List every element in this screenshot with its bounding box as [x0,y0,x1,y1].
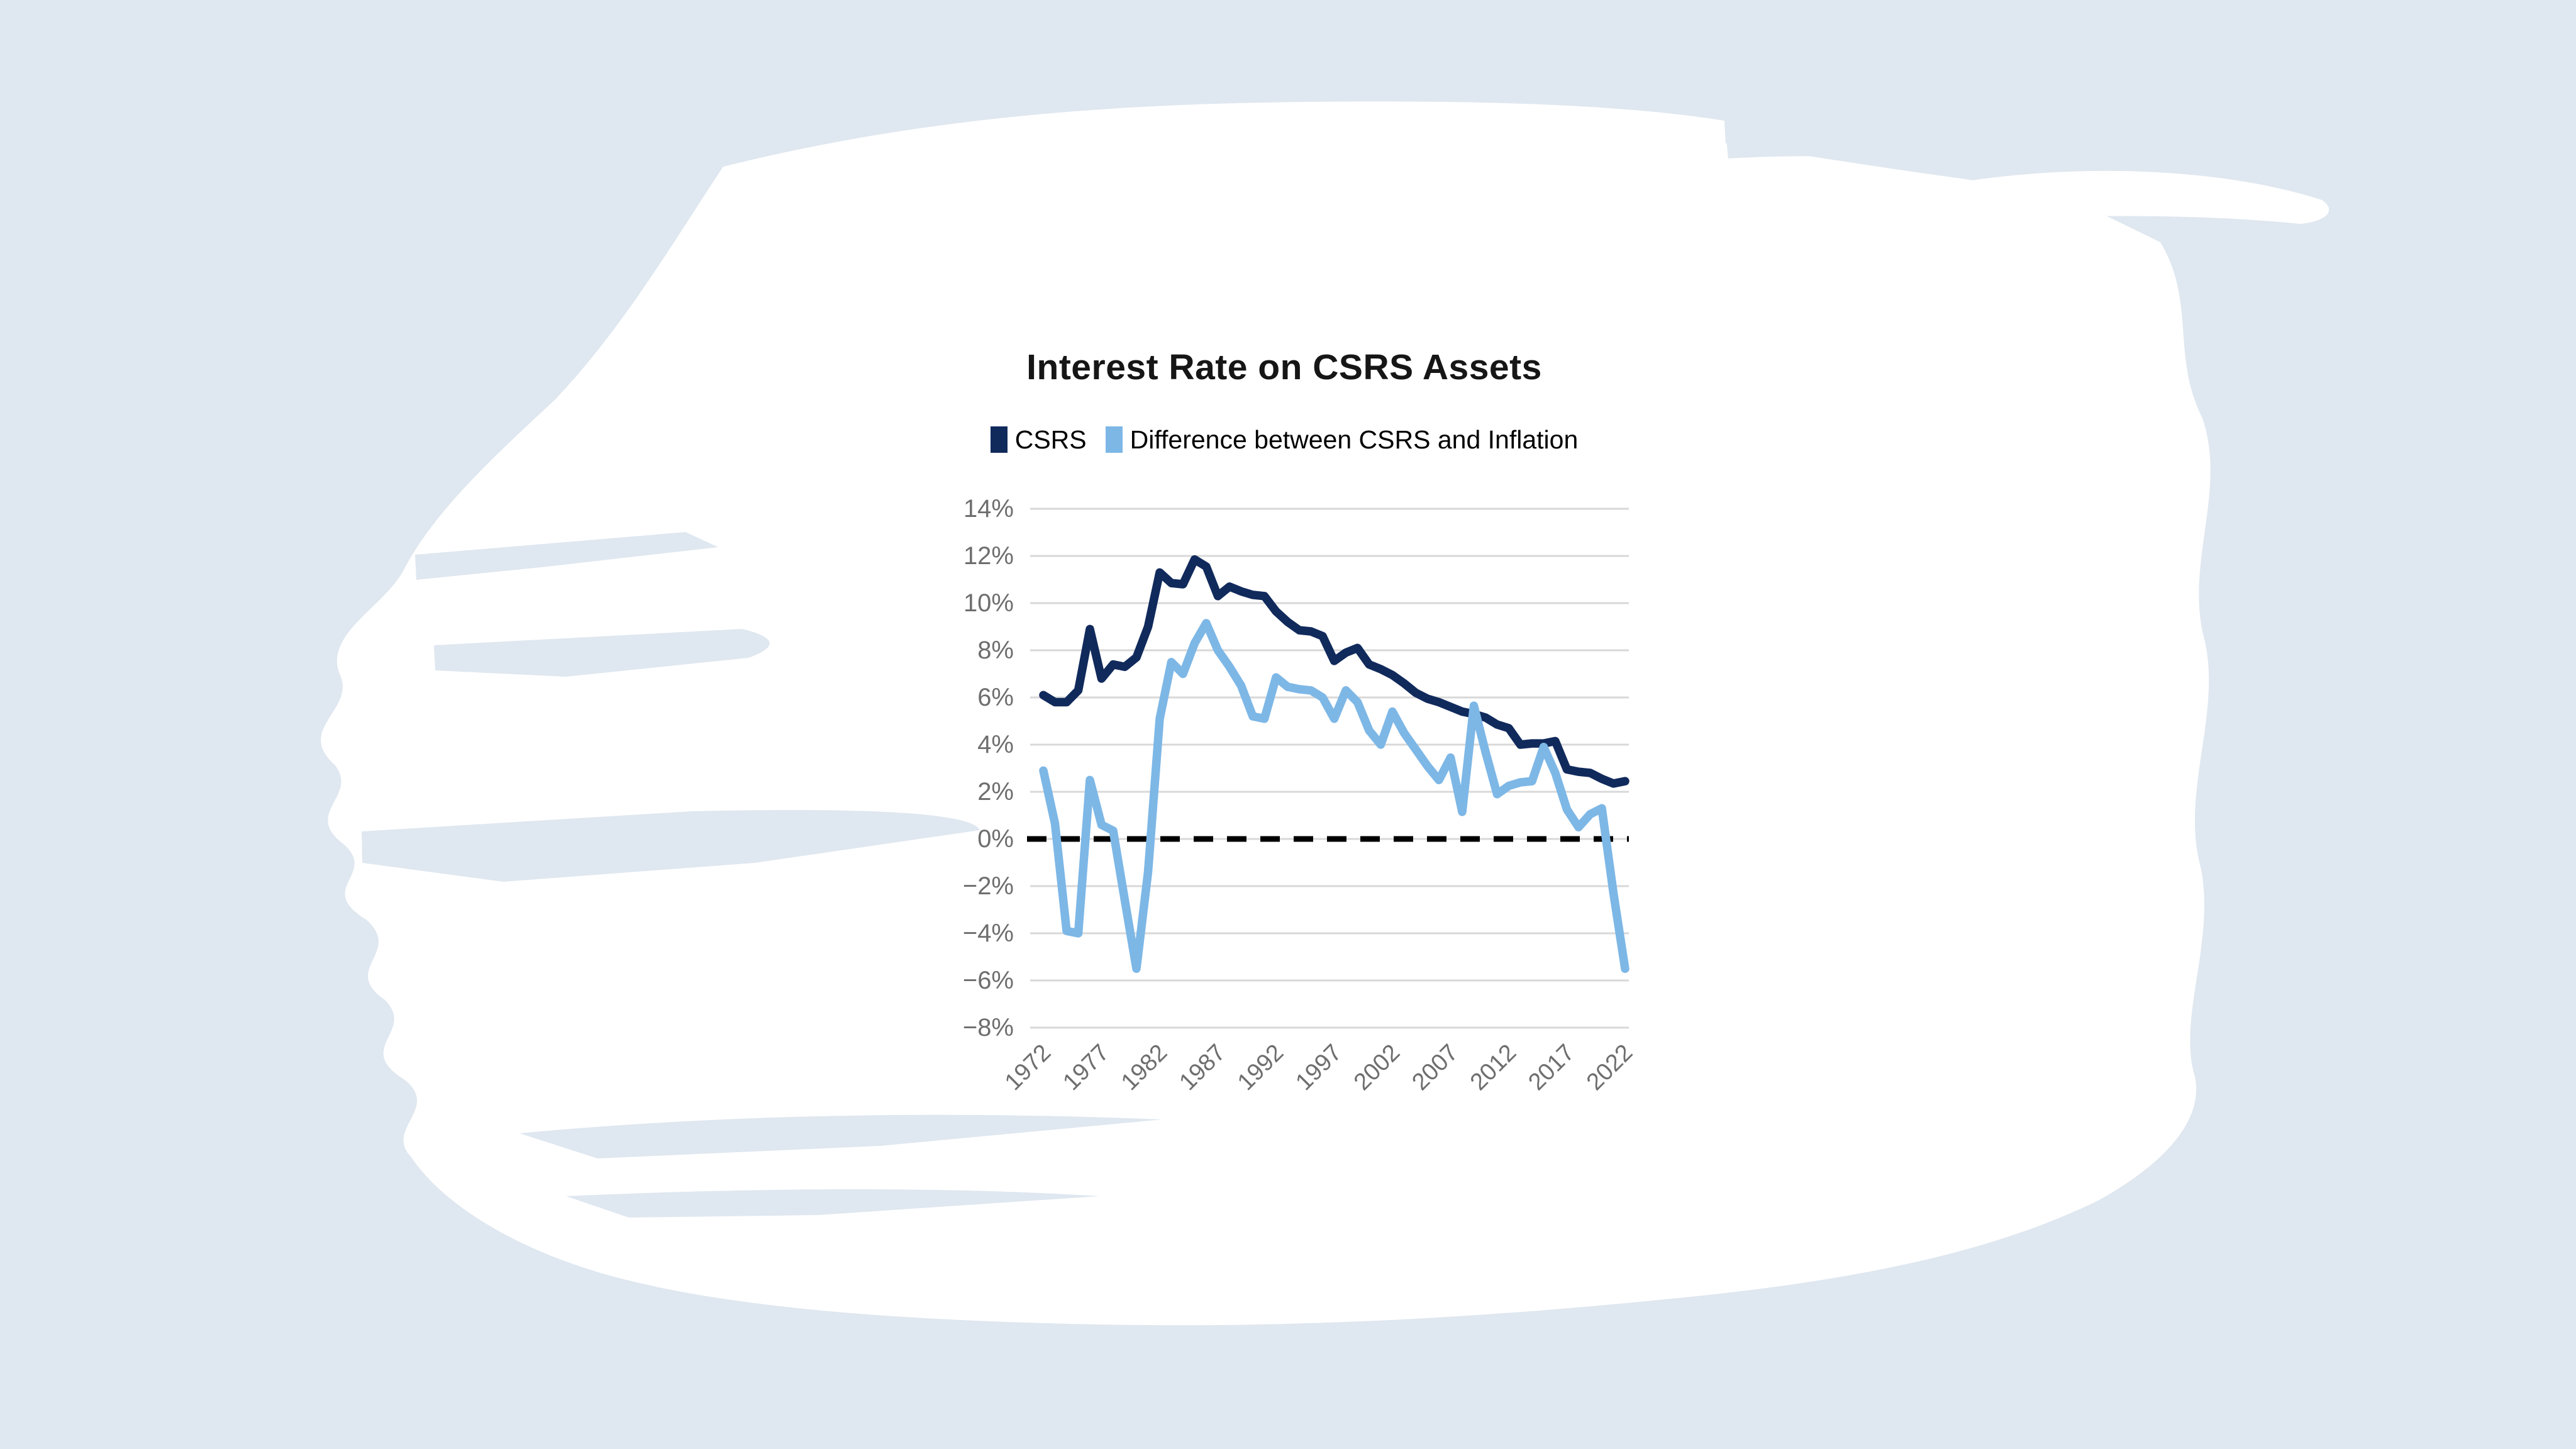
legend-swatch-csrs [990,426,1008,453]
y-tick-label: −6% [963,967,1014,994]
x-tick-label: 1992 [1233,1040,1289,1096]
legend-label-difference: Difference between CSRS and Inflation [1130,425,1579,454]
brush-streak-bottom-2 [566,1189,1099,1218]
y-tick-label: 4% [977,731,1014,758]
legend-label-csrs: CSRS [1014,425,1087,454]
brush-sliver-left-3 [362,810,980,882]
y-tick-label: −4% [963,919,1014,947]
x-tick-label: 1997 [1291,1040,1346,1096]
brush-notch [1724,122,2156,234]
x-tick-label: 1982 [1116,1040,1172,1096]
y-tick-label: 6% [977,684,1014,711]
brush-streak-top-right [1913,170,2329,224]
chart-container: Interest Rate on CSRS Assets CSRS Differ… [919,347,1649,455]
y-tick-label: 14% [963,495,1014,523]
x-tick-label: 2017 [1523,1040,1579,1096]
x-tick-label: 2002 [1349,1040,1405,1096]
x-tick-label: 2007 [1407,1040,1463,1096]
y-tick-label: 12% [963,542,1014,570]
brush-sliver-left-1 [415,532,718,580]
x-tick-label: 1987 [1174,1040,1230,1096]
legend-swatch-difference [1105,426,1123,453]
brush-streak-bottom-1 [519,1114,1162,1158]
x-axis-labels: 1972 1977 1982 1987 1992 1997 2002 2007 2012 2017… [1000,1040,1638,1096]
legend-item-csrs: CSRS [990,425,1087,455]
chart-title: Interest Rate on CSRS Assets [1026,347,1542,387]
x-tick-label: 2012 [1465,1040,1521,1096]
y-axis-labels: 14% 12% 10% 8% 6% 4% 2% 0% −2% −4% −6% −8% [963,495,1014,1041]
difference-line [1039,619,1629,974]
y-tick-label: −2% [963,872,1014,900]
chart-legend: CSRS Difference between CSRS and Inflati… [919,425,1649,455]
csrs-line [1039,555,1629,788]
y-tick-label: 8% [977,636,1014,664]
y-tick-label: −8% [963,1014,1014,1041]
y-tick-label: 10% [963,589,1014,617]
y-tick-label: 2% [977,778,1014,806]
x-tick-label: 1972 [1000,1040,1056,1096]
legend-item-difference: Difference between CSRS and Inflation [1105,425,1579,455]
x-tick-label: 2022 [1582,1040,1638,1096]
gridlines [1030,508,1629,1029]
x-tick-label: 1977 [1058,1040,1114,1096]
y-tick-label: 0% [977,825,1014,853]
brush-sliver-left-2 [434,629,770,677]
